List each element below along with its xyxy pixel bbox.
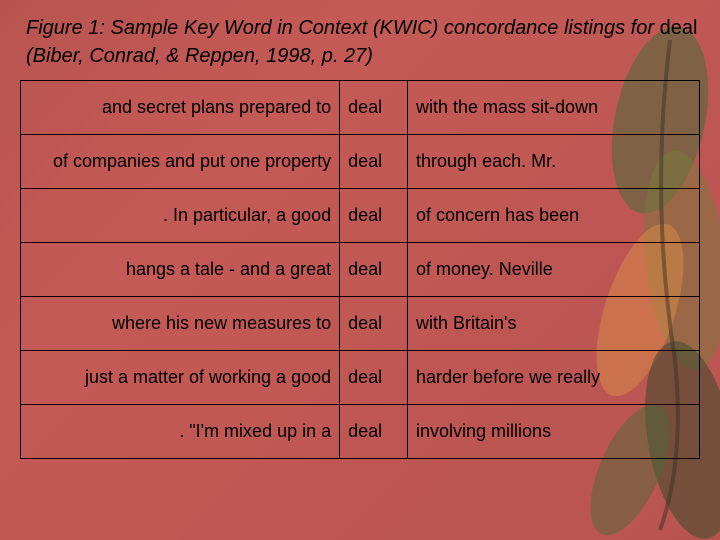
- right-context: with the mass sit-down: [408, 81, 700, 135]
- keyword-cell: deal: [340, 351, 408, 405]
- left-context: and secret plans prepared to: [21, 81, 340, 135]
- left-context: . "I'm mixed up in a: [21, 405, 340, 459]
- keyword-cell: deal: [340, 81, 408, 135]
- kwic-table: and secret plans prepared to deal with t…: [20, 80, 700, 459]
- figure-caption: Figure 1: Sample Key Word in Context (KW…: [26, 14, 700, 70]
- keyword-cell: deal: [340, 243, 408, 297]
- keyword-cell: deal: [340, 297, 408, 351]
- slide-content: Figure 1: Sample Key Word in Context (KW…: [0, 0, 720, 473]
- left-context: just a matter of working a good: [21, 351, 340, 405]
- left-context: . In particular, a good: [21, 189, 340, 243]
- table-row: of companies and put one property deal t…: [21, 135, 700, 189]
- keyword-cell: deal: [340, 135, 408, 189]
- table-row: . "I'm mixed up in a deal involving mill…: [21, 405, 700, 459]
- right-context: involving millions: [408, 405, 700, 459]
- right-context: with Britain's: [408, 297, 700, 351]
- table-row: where his new measures to deal with Brit…: [21, 297, 700, 351]
- caption-line2: (Biber, Conrad, & Reppen, 1998, p. 27): [26, 45, 373, 67]
- keyword-cell: deal: [340, 189, 408, 243]
- right-context: of money. Neville: [408, 243, 700, 297]
- left-context: hangs a tale - and a great: [21, 243, 340, 297]
- table-row: . In particular, a good deal of concern …: [21, 189, 700, 243]
- caption-line1-pre: Figure 1: Sample Key Word in Context (KW…: [26, 17, 660, 39]
- left-context: where his new measures to: [21, 297, 340, 351]
- table-row: hangs a tale - and a great deal of money…: [21, 243, 700, 297]
- keyword-cell: deal: [340, 405, 408, 459]
- table-row: and secret plans prepared to deal with t…: [21, 81, 700, 135]
- kwic-tbody: and secret plans prepared to deal with t…: [21, 81, 700, 459]
- left-context: of companies and put one property: [21, 135, 340, 189]
- right-context: of concern has been: [408, 189, 700, 243]
- table-row: just a matter of working a good deal har…: [21, 351, 700, 405]
- right-context: harder before we really: [408, 351, 700, 405]
- caption-keyword: deal: [660, 17, 698, 39]
- right-context: through each. Mr.: [408, 135, 700, 189]
